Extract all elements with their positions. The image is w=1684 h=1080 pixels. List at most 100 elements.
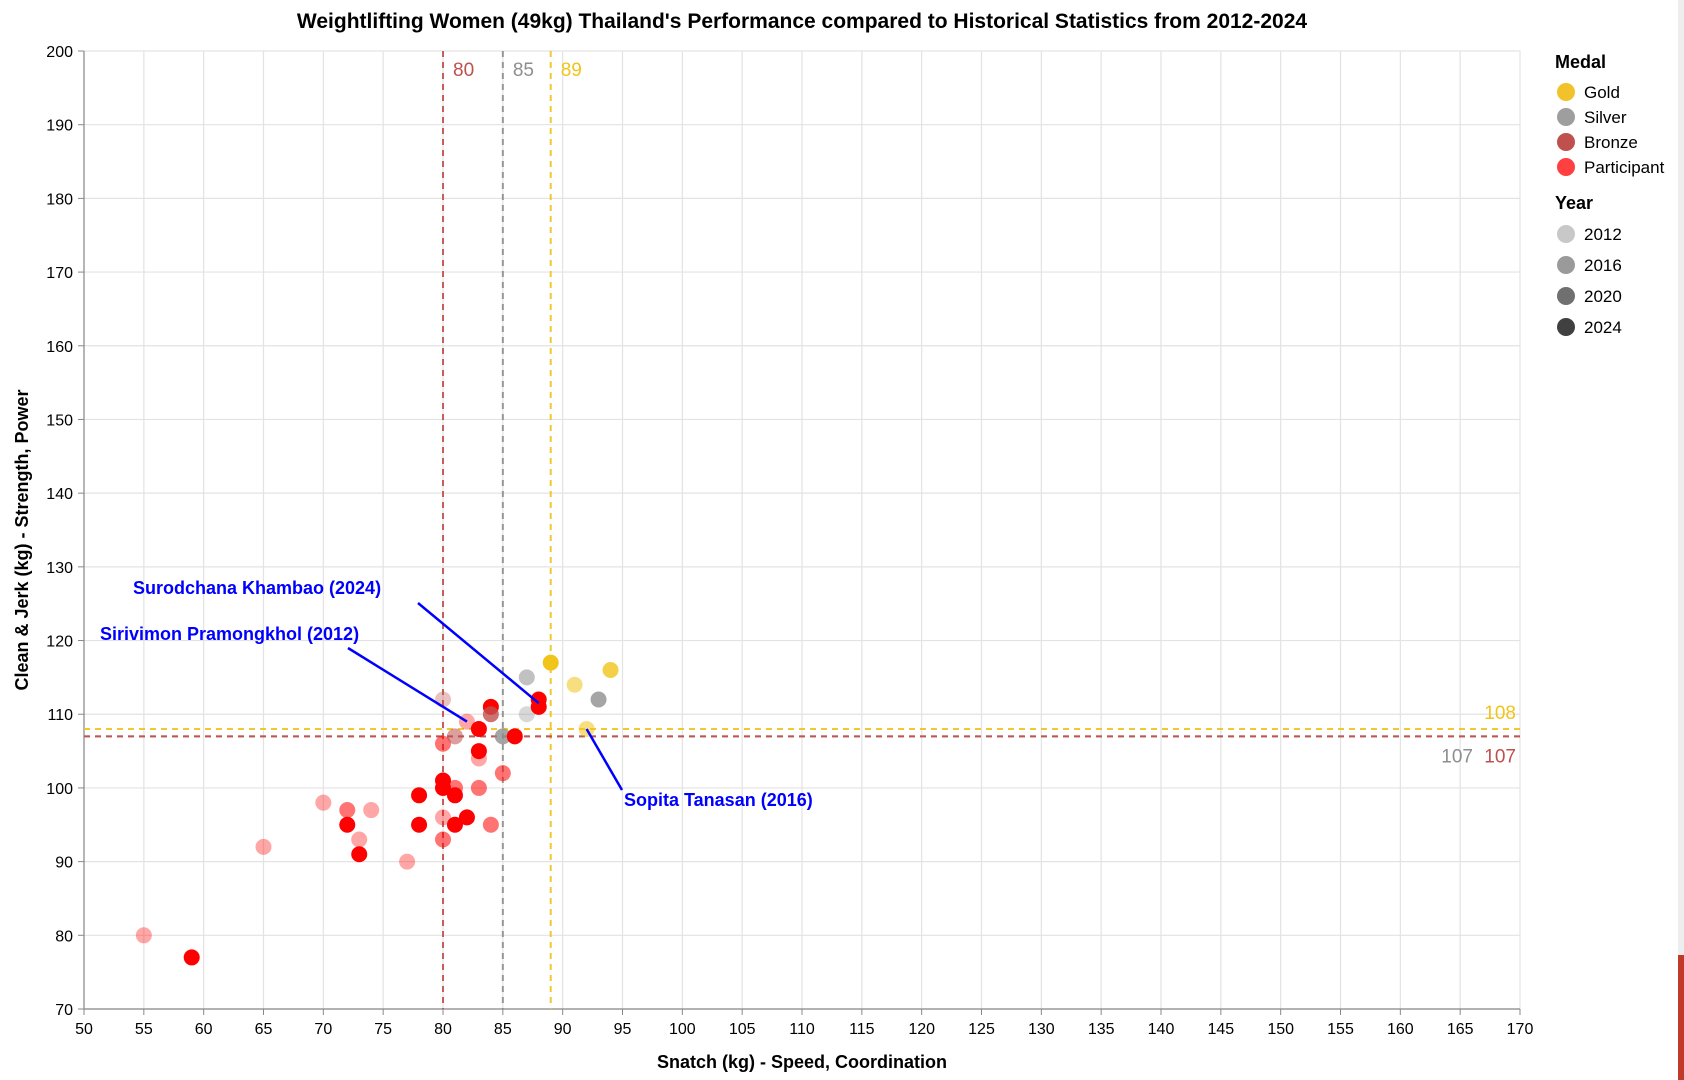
- legend-medal-label: Participant: [1584, 158, 1665, 177]
- annotation-label: Surodchana Khambao (2024): [133, 578, 381, 598]
- legend-year-label: 2024: [1584, 318, 1622, 337]
- data-point: [530, 698, 547, 715]
- x-tick-label: 135: [1088, 1021, 1115, 1038]
- data-point: [435, 809, 451, 826]
- data-point: [506, 728, 523, 745]
- data-point: [183, 949, 200, 966]
- x-tick-label: 85: [494, 1021, 512, 1038]
- legend-year-label: 2012: [1584, 225, 1622, 244]
- data-point: [363, 802, 380, 819]
- reference-lines: 80 85 89 108 107 107: [84, 51, 1520, 1009]
- x-tick-label: 105: [729, 1021, 756, 1038]
- x-tick-label: 160: [1387, 1021, 1414, 1038]
- data-point: [351, 831, 368, 848]
- data-points: [135, 654, 619, 966]
- x-axis-title: Snatch (kg) - Speed, Coordination: [657, 1052, 947, 1072]
- data-point: [435, 779, 451, 796]
- grid-lines: [83, 50, 1521, 1010]
- data-point: [518, 706, 535, 723]
- data-point: [351, 846, 368, 863]
- chart-title: Weightlifting Women (49kg) Thailand's Pe…: [297, 10, 1307, 33]
- y-tick-label: 110: [47, 707, 73, 724]
- legend-medal-label: Gold: [1584, 83, 1620, 102]
- data-point: [470, 743, 487, 760]
- data-point: [135, 927, 152, 944]
- x-tick-label: 100: [669, 1021, 696, 1038]
- data-point: [590, 691, 607, 708]
- data-point: [470, 779, 487, 796]
- legend-year-swatch: [1557, 318, 1575, 336]
- legend-year-swatch: [1557, 287, 1575, 305]
- legend-medal-label: Bronze: [1584, 133, 1638, 152]
- legend-medal-swatch: [1557, 158, 1575, 176]
- annotation-label: Sopita Tanasan (2016): [624, 790, 813, 810]
- x-tick-label: 150: [1267, 1021, 1294, 1038]
- legend-year-label: 2016: [1584, 256, 1622, 275]
- data-point: [542, 654, 559, 671]
- data-point: [446, 816, 463, 833]
- y-tick-label: 200: [46, 44, 73, 61]
- data-point: [458, 809, 475, 826]
- x-tick-label: 60: [195, 1021, 213, 1038]
- data-point: [494, 765, 511, 782]
- y-tick-label: 160: [46, 339, 73, 356]
- y-axis-title: Clean & Jerk (kg) - Strength, Power: [12, 389, 32, 690]
- legend: Medal Gold Silver Bronze Participant Year 2012…: [1555, 52, 1665, 337]
- x-tick-label: 155: [1327, 1021, 1354, 1038]
- data-point: [339, 816, 356, 833]
- data-point: [446, 787, 463, 804]
- ref-label-x: 85: [513, 60, 534, 81]
- ref-label-y: 107: [1484, 746, 1516, 767]
- data-point: [411, 816, 428, 833]
- x-tick-label: 90: [554, 1021, 572, 1038]
- data-point: [435, 691, 451, 708]
- legend-year-title: Year: [1555, 193, 1593, 213]
- x-tick-label: 110: [789, 1021, 815, 1038]
- y-tick-label: 100: [46, 781, 73, 798]
- x-tick-label: 145: [1207, 1021, 1234, 1038]
- x-tick-label: 170: [1507, 1021, 1534, 1038]
- y-tick-label: 190: [46, 118, 73, 135]
- x-tick-label: 130: [1028, 1021, 1055, 1038]
- ref-label-x: 80: [453, 60, 474, 81]
- ref-label-y: 108: [1484, 703, 1516, 724]
- y-tick-label: 90: [55, 855, 73, 872]
- data-point: [411, 787, 428, 804]
- ref-label-x: 89: [561, 60, 582, 81]
- data-point: [470, 750, 487, 767]
- annotation-label: Sirivimon Pramongkhol (2012): [100, 624, 359, 644]
- x-tick-label: 125: [968, 1021, 995, 1038]
- data-point: [482, 816, 499, 833]
- annotations: Surodchana Khambao (2024) Sirivimon Pramo…: [100, 578, 813, 810]
- annotation-line: [417, 602, 540, 705]
- y-tick-label: 80: [55, 928, 73, 945]
- y-tick-label: 70: [55, 1002, 73, 1019]
- y-tick-label: 130: [46, 560, 73, 577]
- y-tick-label: 140: [46, 486, 73, 503]
- window-edge: [1678, 0, 1684, 1080]
- x-tick-label: 50: [75, 1021, 93, 1038]
- x-tick-label: 65: [255, 1021, 273, 1038]
- x-tick-label: 75: [374, 1021, 392, 1038]
- x-tick-label: 120: [908, 1021, 935, 1038]
- x-tick-label: 55: [135, 1021, 153, 1038]
- y-tick-label: 150: [46, 412, 73, 429]
- ref-label-y: 107: [1441, 746, 1473, 767]
- data-point: [399, 853, 416, 870]
- y-tick-label: 170: [46, 265, 73, 282]
- x-tick-label: 165: [1447, 1021, 1474, 1038]
- legend-medal-swatch: [1557, 133, 1575, 151]
- data-point: [482, 706, 499, 723]
- data-point: [255, 838, 272, 855]
- legend-medal-title: Medal: [1555, 52, 1606, 72]
- legend-year-label: 2020: [1584, 287, 1622, 306]
- data-point: [470, 720, 487, 737]
- data-point: [339, 802, 356, 819]
- legend-year-swatch: [1557, 256, 1575, 274]
- y-tick-label: 180: [46, 191, 73, 208]
- data-point: [435, 831, 451, 848]
- x-tick-label: 140: [1148, 1021, 1175, 1038]
- x-tick-label: 80: [434, 1021, 452, 1038]
- data-point: [446, 728, 463, 745]
